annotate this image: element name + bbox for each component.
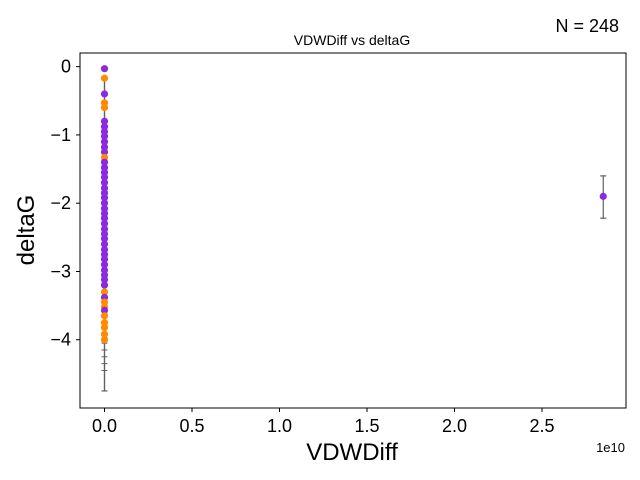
data-point bbox=[100, 330, 109, 338]
x-tick-label: 2.0 bbox=[442, 416, 467, 436]
y-tick-label: −2 bbox=[50, 193, 71, 213]
x-axis-ticks: 0.0 0.5 1.0 1.5 2.0 2.5 bbox=[92, 408, 555, 436]
axes-frame bbox=[79, 52, 627, 409]
data-point bbox=[100, 312, 109, 320]
data-point bbox=[100, 288, 109, 296]
x-axis-offset-label: 1e10 bbox=[596, 440, 625, 455]
data-point bbox=[100, 132, 109, 140]
data-point bbox=[100, 117, 109, 125]
x-tick-label: 1.0 bbox=[267, 416, 292, 436]
data-point bbox=[100, 306, 109, 314]
data-point bbox=[100, 148, 109, 156]
data-point bbox=[100, 65, 109, 73]
data-point bbox=[100, 281, 109, 289]
chart-title: VDWDiff vs deltaG bbox=[294, 32, 410, 48]
y-tick-label: 0 bbox=[61, 57, 71, 77]
sample-count-annotation: N = 248 bbox=[555, 16, 619, 36]
data-point bbox=[100, 240, 109, 248]
x-axis-label: VDWDiff bbox=[306, 439, 398, 466]
data-point bbox=[100, 90, 109, 98]
data-point bbox=[100, 261, 109, 269]
data-point bbox=[100, 179, 109, 187]
data-point bbox=[100, 194, 109, 202]
data-point bbox=[100, 336, 109, 344]
x-tick-label: 1.5 bbox=[354, 416, 379, 436]
y-axis-ticks: 0 −1 −2 −3 −4 bbox=[50, 57, 80, 350]
data-point bbox=[100, 104, 109, 112]
data-point bbox=[100, 74, 109, 82]
data-point bbox=[100, 138, 109, 146]
y-tick-label: −1 bbox=[50, 125, 71, 145]
data-point bbox=[599, 192, 607, 200]
data-point bbox=[100, 235, 109, 243]
y-axis-label: deltaG bbox=[13, 195, 40, 266]
data-point bbox=[100, 199, 109, 207]
y-tick-label: −4 bbox=[50, 330, 71, 350]
x-tick-label: 2.5 bbox=[529, 416, 554, 436]
plot-area bbox=[100, 65, 607, 392]
x-tick-label: 0.0 bbox=[92, 416, 117, 436]
data-point bbox=[100, 255, 109, 263]
data-point bbox=[100, 214, 109, 222]
data-point bbox=[100, 323, 109, 332]
data-point bbox=[100, 220, 109, 228]
x-tick-label: 0.5 bbox=[179, 416, 204, 436]
data-point bbox=[100, 173, 109, 181]
data-point bbox=[100, 276, 109, 284]
y-tick-label: −3 bbox=[50, 261, 71, 281]
data-point bbox=[100, 158, 109, 166]
